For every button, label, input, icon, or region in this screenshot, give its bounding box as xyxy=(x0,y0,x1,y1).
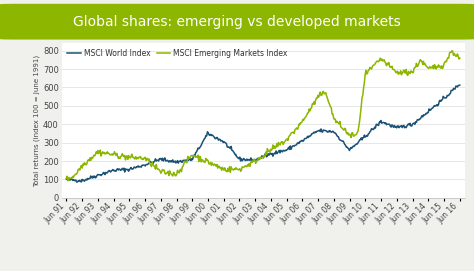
MSCI Emerging Markets Index xyxy=(387,65,392,69)
MSCI World Index xyxy=(387,123,392,126)
MSCI Emerging Markets Index xyxy=(251,158,257,161)
MSCI Emerging Markets Index xyxy=(64,176,69,180)
MSCI Emerging Markets Index xyxy=(65,179,71,182)
MSCI Emerging Markets Index xyxy=(449,49,455,52)
Y-axis label: Total returns (index 100 = June 1991): Total returns (index 100 = June 1991) xyxy=(34,54,40,187)
MSCI Emerging Markets Index xyxy=(299,121,304,124)
MSCI World Index xyxy=(457,83,463,87)
Text: Global shares: emerging vs developed markets: Global shares: emerging vs developed mar… xyxy=(73,15,401,29)
MSCI Emerging Markets Index xyxy=(254,160,259,164)
Legend: MSCI World Index, MSCI Emerging Markets Index: MSCI World Index, MSCI Emerging Markets … xyxy=(65,47,289,59)
MSCI World Index xyxy=(74,180,80,184)
FancyBboxPatch shape xyxy=(0,4,474,40)
MSCI Emerging Markets Index xyxy=(457,57,463,60)
MSCI Emerging Markets Index xyxy=(277,143,283,147)
Line: MSCI Emerging Markets Index: MSCI Emerging Markets Index xyxy=(66,51,460,181)
MSCI World Index xyxy=(299,139,304,142)
MSCI Emerging Markets Index xyxy=(448,51,454,54)
Line: MSCI World Index: MSCI World Index xyxy=(66,85,460,182)
MSCI World Index xyxy=(277,151,283,154)
MSCI World Index xyxy=(64,177,69,180)
MSCI World Index xyxy=(254,158,259,162)
MSCI World Index xyxy=(251,159,257,162)
MSCI World Index xyxy=(448,89,454,92)
